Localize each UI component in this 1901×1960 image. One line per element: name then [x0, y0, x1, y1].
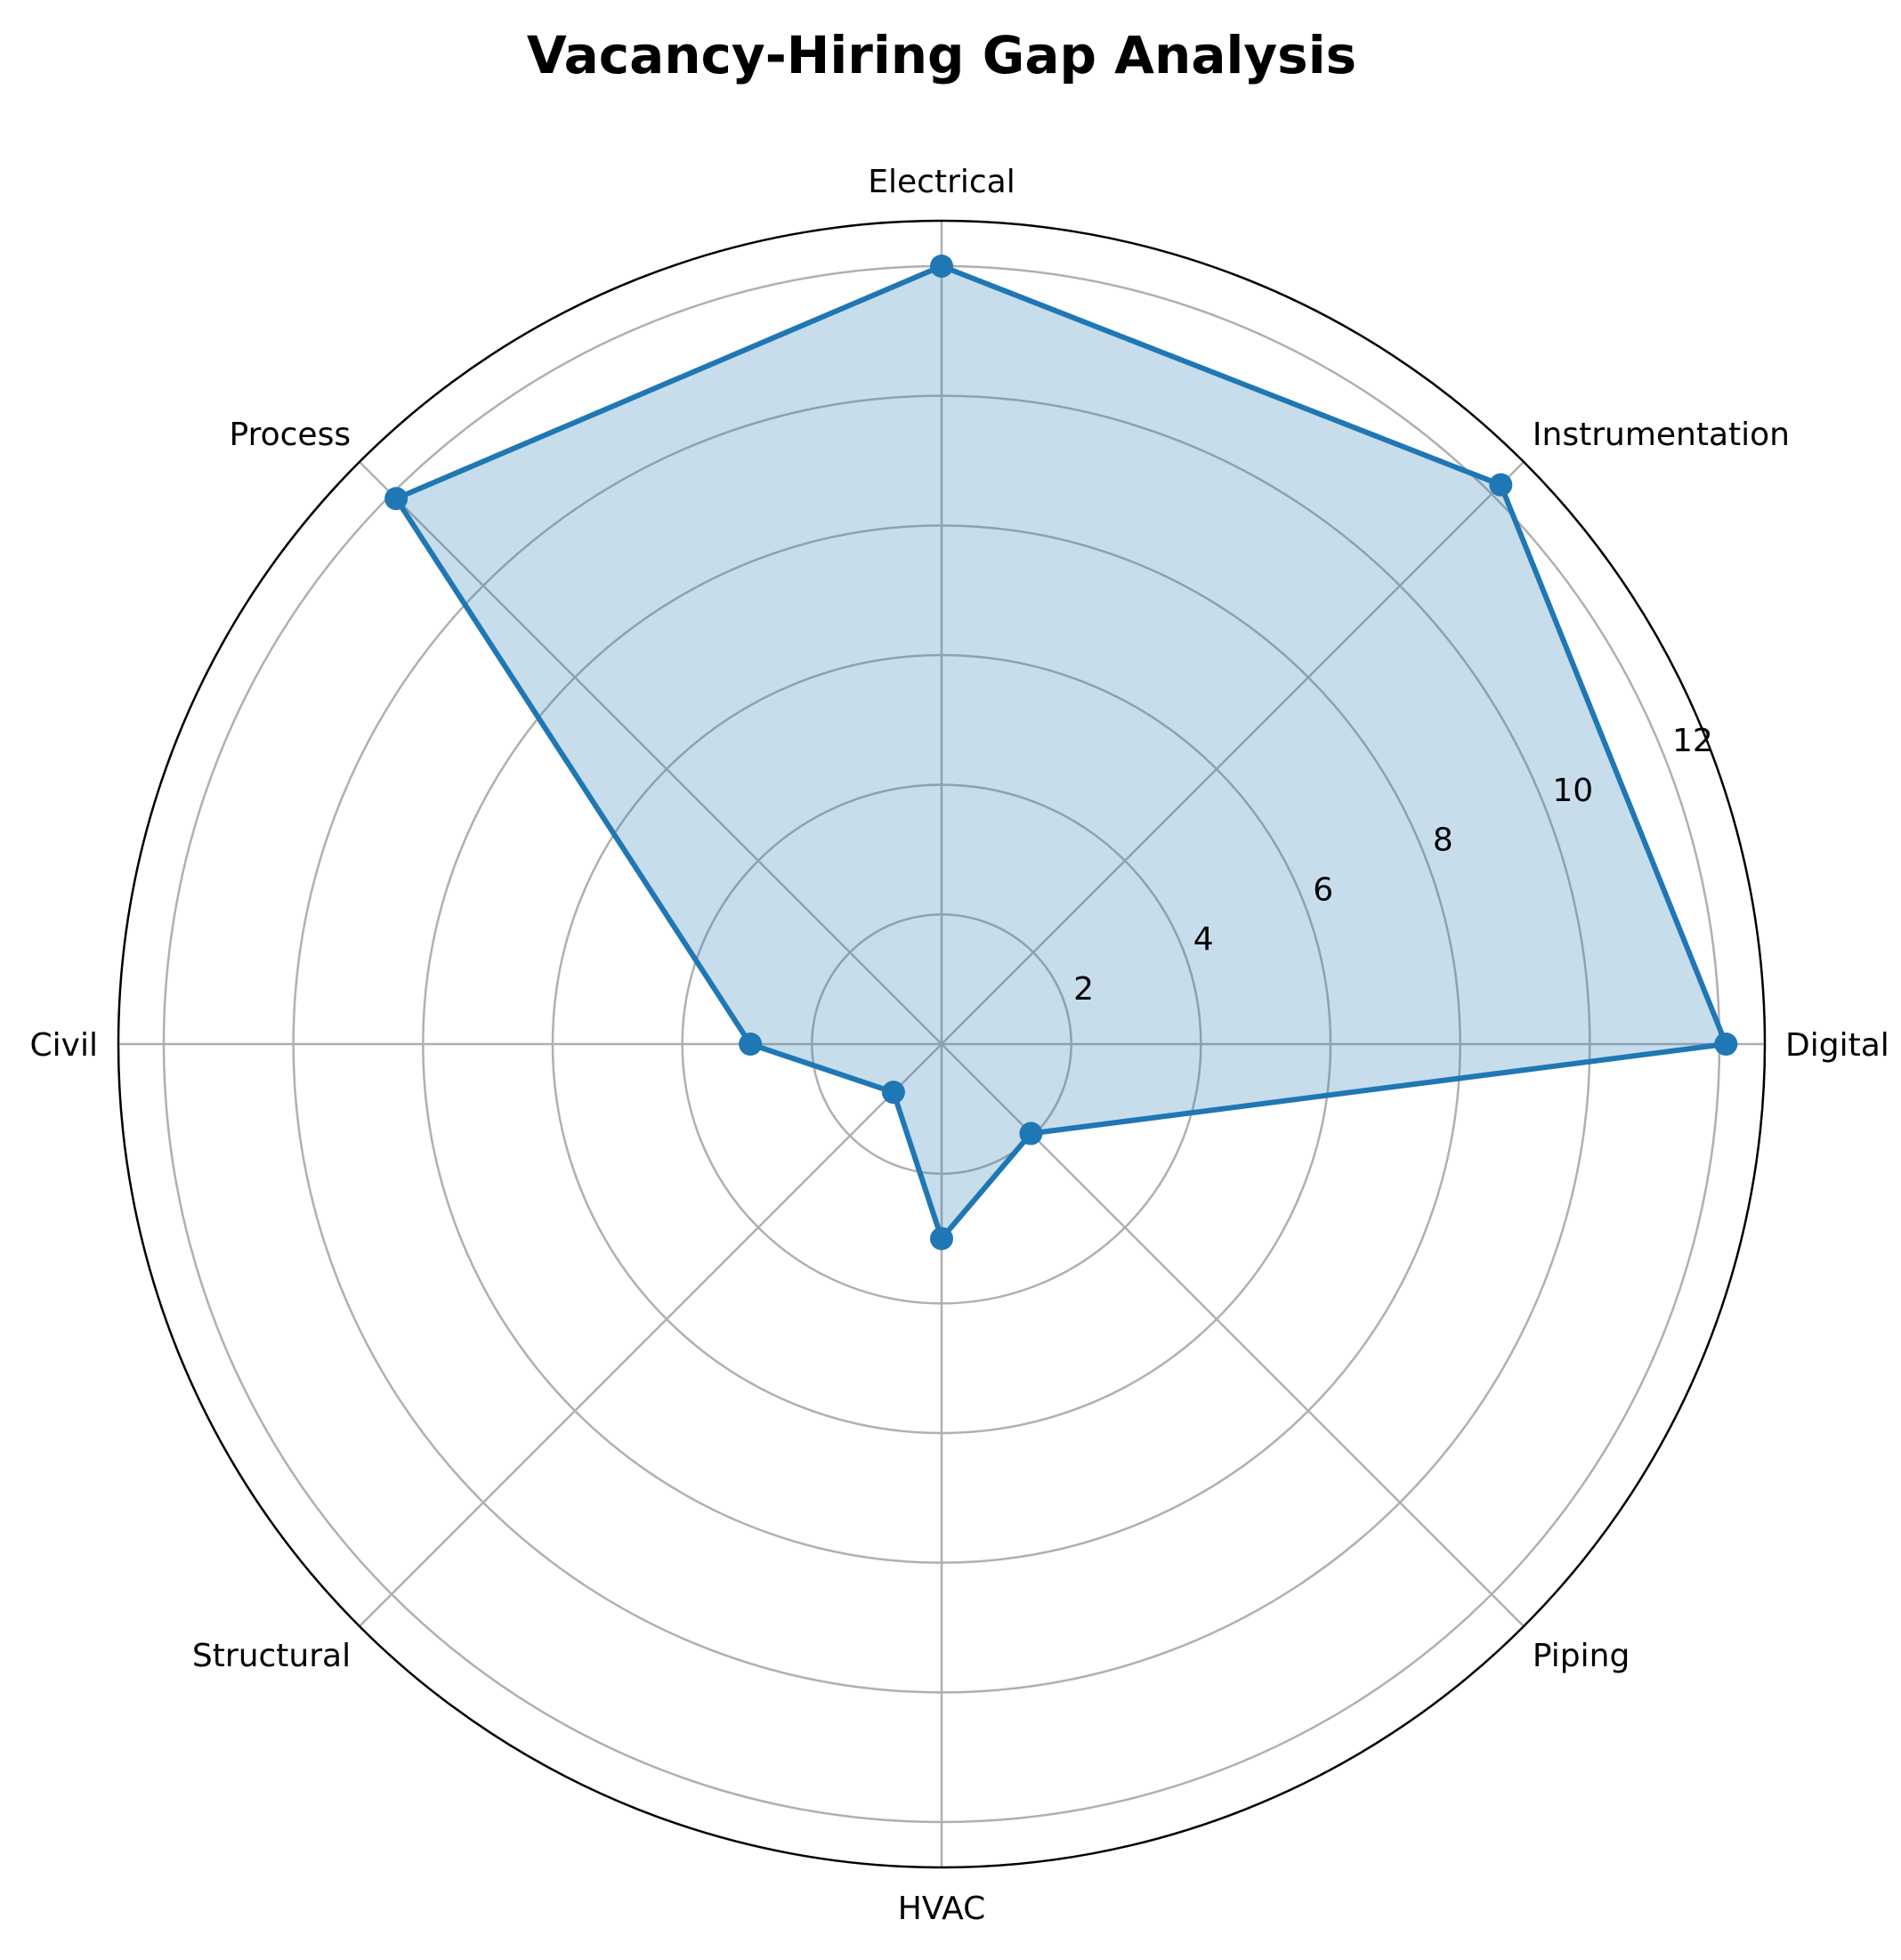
category-label-civil: Civil [30, 1027, 98, 1064]
category-label-process: Process [230, 417, 352, 453]
point-civil [739, 1033, 763, 1056]
spoke-process [359, 461, 942, 1045]
chart-title: Vacancy-Hiring Gap Analysis [527, 25, 1356, 85]
category-label-electrical: Electrical [868, 164, 1015, 200]
series-area [396, 266, 1727, 1239]
r-tick-label-10: 10 [1552, 773, 1593, 809]
r-tick-label-4: 4 [1193, 921, 1214, 958]
polar-frame [117, 219, 1767, 1869]
r-tick-label-12: 12 [1672, 723, 1713, 759]
category-label-hvac: HVAC [898, 1891, 986, 1927]
r-tick-label-2: 2 [1073, 971, 1094, 1008]
point-piping [1019, 1122, 1043, 1146]
spoke-instrumentation [941, 461, 1525, 1045]
data-layer [384, 254, 1738, 1251]
category-label-instrumentation: Instrumentation [1533, 417, 1790, 453]
r-tick-label-6: 6 [1313, 872, 1333, 909]
grid-layer [117, 219, 1767, 1869]
category-label-digital: Digital [1785, 1027, 1889, 1064]
point-electrical [930, 254, 953, 278]
label-layer: Digital Instrumentation Electrical Process C… [30, 164, 1889, 1927]
point-structural [881, 1081, 905, 1105]
point-process [384, 487, 409, 511]
category-label-piping: Piping [1533, 1638, 1630, 1674]
spoke-structural [359, 1043, 942, 1627]
point-digital [1714, 1033, 1738, 1056]
r-tick-label-8: 8 [1433, 822, 1453, 859]
point-hvac [930, 1227, 953, 1251]
point-instrumentation [1489, 473, 1513, 497]
category-label-structural: Structural [192, 1638, 351, 1674]
